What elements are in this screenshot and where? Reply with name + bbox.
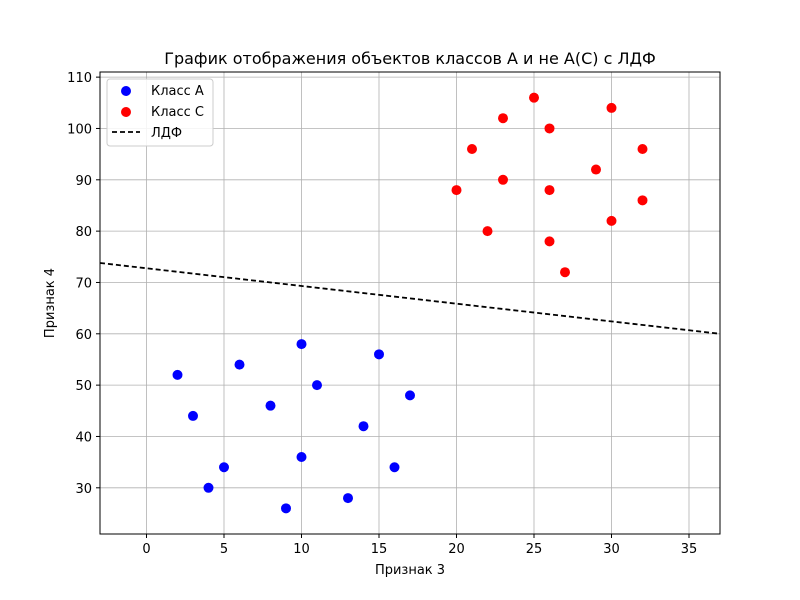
y-tick-label: 30: [75, 482, 92, 497]
class-c-point: [606, 102, 617, 113]
class-c-point: [591, 164, 601, 175]
legend: Класс A Класс C ЛДФ: [106, 78, 214, 147]
class-a-point: [281, 503, 291, 514]
class-a-point: [296, 452, 307, 462]
y-axis-label: Признак 4: [43, 268, 58, 338]
legend-frame: [106, 78, 214, 147]
axis-ticks: 0 5 10 15 20 25 30 35 30 40 50 60 70 80 90 100 110: [67, 71, 697, 557]
legend-marker-class-a: [121, 86, 131, 96]
class-a-point: [172, 369, 183, 380]
y-tick-label: 40: [75, 430, 92, 445]
y-tick-label: 50: [75, 379, 92, 394]
class-a-point: [312, 380, 322, 391]
x-tick-label: 35: [681, 542, 698, 557]
class-a-point: [405, 390, 415, 401]
legend-label-class-a: Класс A: [151, 84, 204, 99]
class-c-point: [544, 185, 555, 196]
y-tick-label: 60: [75, 328, 92, 343]
y-tick-label: 110: [67, 71, 92, 86]
class-c-point: [498, 174, 508, 185]
x-tick-label: 25: [526, 542, 543, 557]
class-c-point: [482, 226, 493, 237]
y-tick-label: 100: [67, 122, 92, 137]
x-tick-label: 10: [293, 542, 310, 557]
class-a-point: [343, 493, 353, 504]
class-c-point: [637, 144, 648, 154]
class-c-point: [637, 195, 648, 206]
y-tick-label: 80: [75, 225, 92, 240]
class-c-point: [498, 113, 508, 124]
y-tick-label: 90: [75, 174, 92, 189]
x-tick-label: 20: [448, 542, 465, 557]
class-a-point: [188, 410, 198, 421]
class-c-point: [560, 267, 570, 278]
class-a-point: [203, 482, 214, 493]
class-a-point: [358, 421, 369, 432]
class-c-point: [544, 236, 555, 247]
class-c-point: [467, 144, 477, 154]
class-a-point: [265, 400, 276, 411]
x-tick-label: 0: [142, 542, 150, 557]
class-c-point: [606, 215, 617, 226]
plot-frame: [99, 71, 721, 535]
x-axis-label: Признак 3: [375, 563, 445, 578]
x-tick-label: 15: [371, 542, 388, 557]
class-c-point: [529, 92, 539, 103]
grid: [100, 72, 720, 534]
class-a-point: [296, 339, 307, 350]
legend-marker-class-c: [121, 107, 131, 117]
x-tick-label: 30: [603, 542, 620, 557]
class-a-point: [374, 349, 384, 360]
legend-label-class-c: Класс C: [151, 105, 204, 120]
ldf-line: [99, 262, 721, 335]
legend-label-ldf: ЛДФ: [151, 126, 182, 141]
x-tick-label: 5: [220, 542, 228, 557]
class-a-point: [219, 462, 229, 473]
plot-marks: [99, 92, 721, 514]
y-tick-label: 70: [75, 276, 92, 291]
class-c-point: [544, 123, 555, 134]
class-a-point: [234, 359, 245, 370]
class-a-point: [389, 462, 400, 473]
class-c-point: [451, 185, 462, 196]
chart-title: График отображения объектов классов A и …: [164, 49, 656, 68]
